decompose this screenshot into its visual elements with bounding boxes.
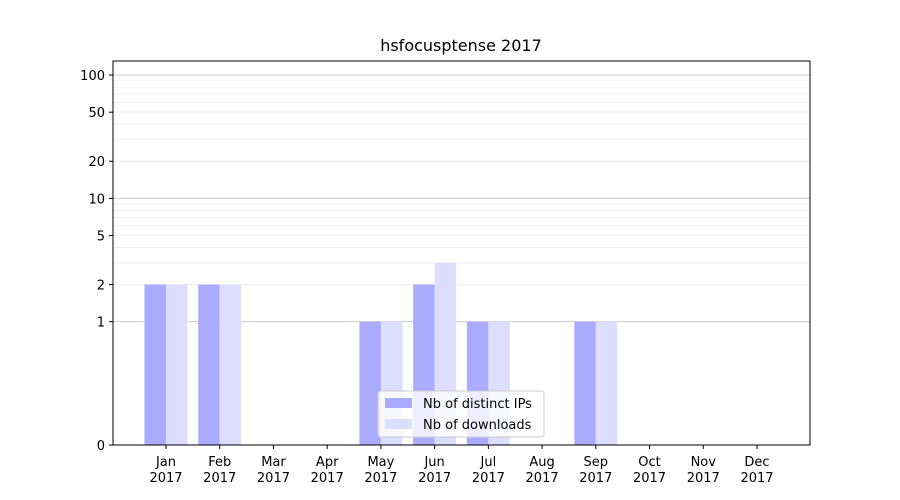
y-tick-label: 10 <box>88 192 105 207</box>
x-tick-label: 2017 <box>203 471 236 486</box>
y-tick-label: 100 <box>80 69 105 84</box>
x-tick-label: 2017 <box>687 471 720 486</box>
x-tick-label: 2017 <box>633 471 666 486</box>
x-tick-label: Aug <box>529 455 554 470</box>
x-tick-label: 2017 <box>311 471 344 486</box>
legend-label-downloads: Nb of downloads <box>423 418 532 433</box>
x-tick-label: Feb <box>208 455 231 470</box>
bar-distinct-ips <box>144 284 166 445</box>
x-tick-label: Jul <box>480 455 497 470</box>
x-tick-label: Mar <box>261 455 286 470</box>
bar-downloads <box>166 284 188 445</box>
y-tick-label: 50 <box>88 106 105 121</box>
y-tick-label: 0 <box>97 439 105 454</box>
bar-distinct-ips <box>198 284 220 445</box>
x-tick-label: Apr <box>316 455 339 470</box>
y-tick-label: 20 <box>88 155 105 170</box>
bar-downloads <box>595 321 618 445</box>
x-tick-label: 2017 <box>472 471 505 486</box>
bar-distinct-ips <box>359 321 381 445</box>
x-tick-label: 2017 <box>526 471 559 486</box>
grid-lines <box>113 74 810 323</box>
x-axis: Jan2017Feb2017Mar2017Apr2017May2017Jun20… <box>149 445 774 486</box>
x-tick-label: 2017 <box>364 471 397 486</box>
legend: Nb of distinct IPs Nb of downloads <box>377 390 545 438</box>
x-tick-label: 2017 <box>740 471 773 486</box>
x-tick-label: 2017 <box>418 471 451 486</box>
y-axis: 0 1 2 5 10 20 50 100 <box>80 69 113 454</box>
y-tick-label: 1 <box>97 316 105 331</box>
legend-box <box>377 390 545 438</box>
x-tick-label: Jan <box>155 455 176 470</box>
y-tick-label: 2 <box>97 279 105 294</box>
x-tick-label: Dec <box>744 455 769 470</box>
plot-frame <box>112 60 811 446</box>
x-tick-label: 2017 <box>579 471 612 486</box>
bar-distinct-ips <box>574 321 596 445</box>
x-tick-label: Nov <box>691 455 717 470</box>
x-tick-label: Jun <box>423 455 444 470</box>
x-tick-label: 2017 <box>149 471 182 486</box>
x-tick-label: Sep <box>584 455 609 470</box>
chart-title: hsfocusptense 2017 <box>380 36 542 55</box>
bar-downloads <box>219 284 242 445</box>
x-tick-label: May <box>367 455 394 470</box>
y-tick-label: 5 <box>97 229 105 244</box>
x-tick-label: Oct <box>638 455 660 470</box>
x-tick-label: 2017 <box>257 471 290 486</box>
legend-swatch-ips <box>385 398 412 408</box>
legend-swatch-downloads <box>385 419 412 429</box>
legend-label-ips: Nb of distinct IPs <box>423 397 532 412</box>
